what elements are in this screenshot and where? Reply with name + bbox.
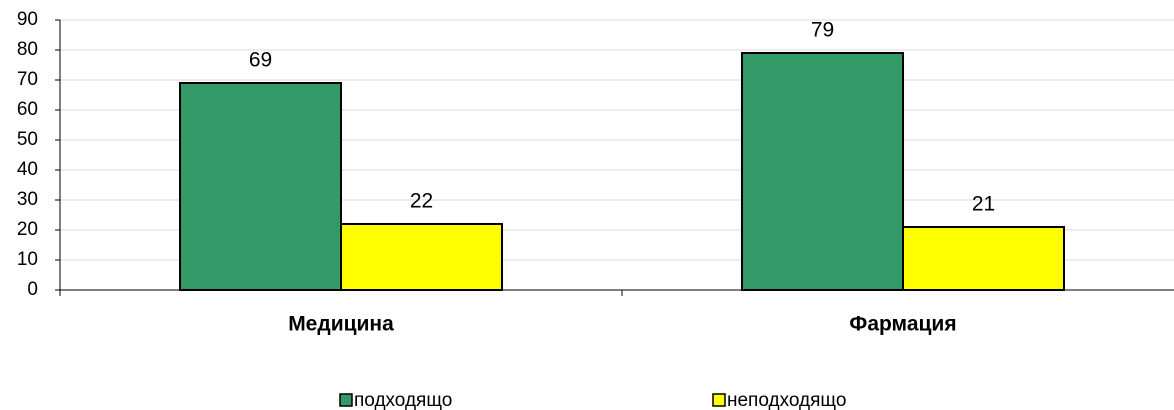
data-label: 69 [249, 49, 272, 72]
y-tick-label: 50 [17, 129, 38, 150]
y-tick-label: 80 [17, 39, 38, 60]
legend-swatch [339, 393, 353, 407]
data-label: 21 [972, 193, 995, 216]
y-tick-label: 40 [17, 159, 38, 180]
x-tick-label: Фармация [849, 313, 956, 336]
y-tick-label: 0 [27, 279, 38, 300]
bar [741, 52, 904, 291]
legend-label: неподходящо [727, 390, 846, 410]
y-tick-label: 90 [17, 9, 38, 30]
y-tick-label: 70 [17, 69, 38, 90]
legend-label: подходящо [354, 390, 452, 410]
legend-swatch [712, 393, 726, 407]
data-label: 22 [410, 190, 433, 213]
data-label: 79 [811, 19, 834, 42]
y-tick-label: 10 [17, 249, 38, 270]
x-tick-label: Медицина [288, 313, 394, 336]
bar [179, 82, 342, 291]
y-tick-label: 20 [17, 219, 38, 240]
bar [902, 226, 1065, 291]
bar [340, 223, 503, 291]
y-tick-label: 30 [17, 189, 38, 210]
y-tick-label: 60 [17, 99, 38, 120]
